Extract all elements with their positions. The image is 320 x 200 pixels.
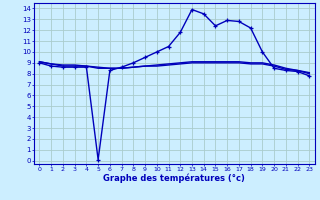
X-axis label: Graphe des températures (°c): Graphe des températures (°c) — [103, 173, 245, 183]
